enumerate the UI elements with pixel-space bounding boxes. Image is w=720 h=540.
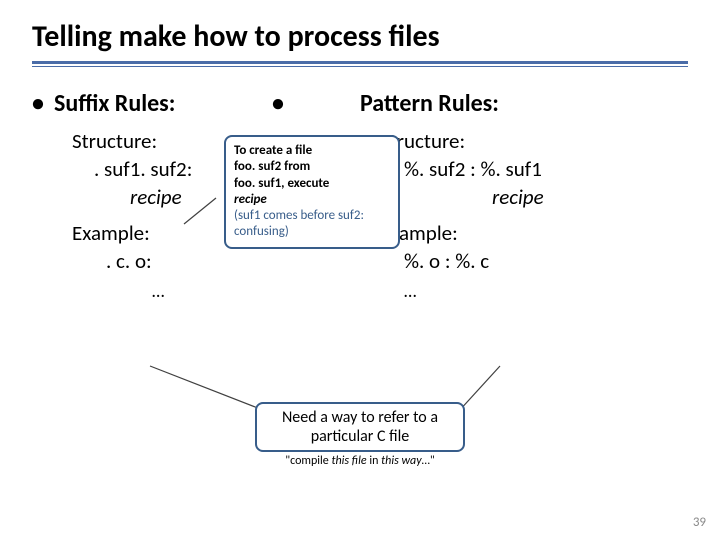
left-example-line: . c. o: [32,248,242,274]
callout-line1c: foo. suf1, execute [234,176,329,191]
left-example-label: Example: [32,220,242,246]
title-rule [32,61,688,67]
slide-container: Telling make how to process files Suffix… [0,0,720,540]
caption-ital2: this way [381,454,421,468]
content-columns: Suffix Rules: Structure: . suf1. suf2: r… [32,89,688,302]
caption-mid: in [367,454,381,468]
callout-line1a: To create a file [234,143,312,158]
callout-mid-wrap: To create a file foo. suf2 from foo. suf… [224,135,400,249]
left-recipe-line: recipe [32,184,242,210]
caption-post: …" [422,454,435,468]
callout-mid-box: To create a file foo. suf2 from foo. suf… [224,135,400,249]
left-rule-line: . suf1. suf2: [32,156,242,182]
callout-bottom-caption: "compile this file in this way…" [255,454,465,468]
left-structure-label: Structure: [32,128,242,154]
hr-thin [32,66,688,67]
caption-pre: "compile [285,454,331,468]
pattern-rules-heading: Pattern Rules: [272,89,688,118]
right-example-line: %. o : %. c [272,248,688,274]
right-ellipsis: … [272,280,688,302]
slide-title: Telling make how to process files [32,18,688,55]
callout-bottom-wrap: Need a way to refer to a particular C fi… [255,402,465,468]
left-ellipsis: … [32,280,242,302]
page-number: 39 [693,515,706,530]
callout-line2: (suf1 comes before suf2: confusing) [234,208,364,239]
caption-ital1: this file [331,454,366,468]
callout-bottom-box: Need a way to refer to a particular C fi… [255,402,465,452]
callout-line1d: recipe [234,192,267,207]
hr-thick [32,61,688,64]
suffix-rules-heading: Suffix Rules: [32,89,242,118]
callout-line1b: foo. suf2 from [234,159,310,174]
left-column: Suffix Rules: Structure: . suf1. suf2: r… [32,89,242,302]
